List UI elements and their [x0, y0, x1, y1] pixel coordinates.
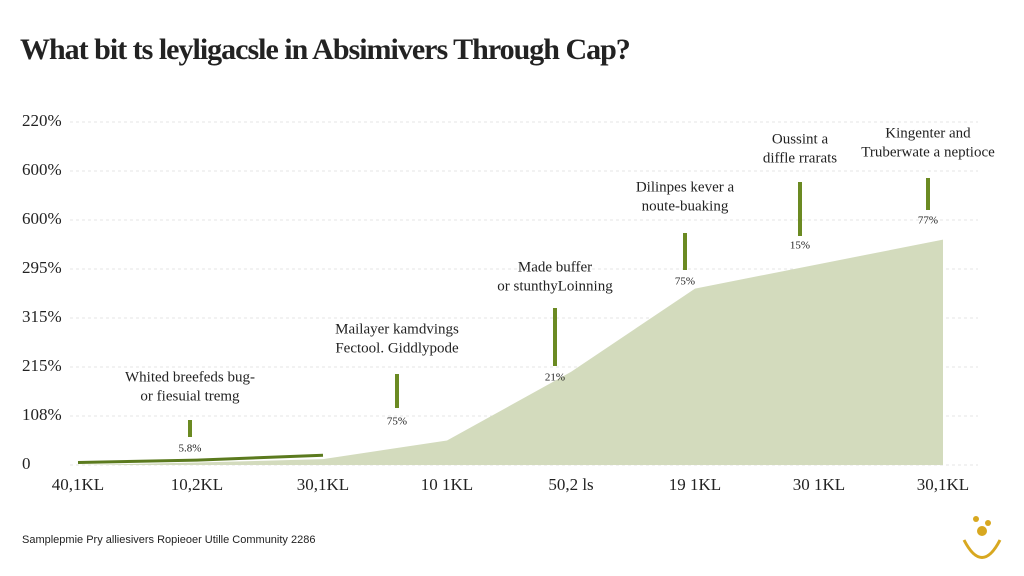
y-tick-label: 600% [22, 209, 62, 228]
annotation-text: Oussint a [772, 131, 829, 147]
x-tick-label: 30,1KL [917, 475, 969, 494]
annotation-text: Dilinpes kever a [636, 179, 735, 195]
annotation-text: Fectool. Giddlypode [335, 340, 459, 356]
x-tick-label: 30,1KL [297, 475, 349, 494]
annotation-text: Whited breefeds bug- [125, 369, 255, 385]
annotation-text: or fiesuial tremg [140, 388, 240, 404]
y-tick-label: 215% [22, 356, 62, 375]
area [78, 239, 943, 465]
annotation-text: Made buffer [518, 259, 592, 275]
x-tick-label: 10 1KL [421, 475, 473, 494]
x-tick-label: 10,2KL [171, 475, 223, 494]
annotation-label: 15% [790, 240, 810, 252]
y-tick-label: 220% [22, 111, 62, 130]
annotation-label: 5.8% [179, 443, 202, 455]
source: Samplepmie Pry alliesivers Ropieoer Util… [22, 534, 315, 546]
x-tick-label: 50,2 ls [548, 475, 593, 494]
y-tick-label: 295% [22, 258, 62, 277]
annotation-text: Mailayer kamdvings [335, 321, 459, 337]
chart-title: What bit ts leyligacsle in Absimivers Th… [20, 33, 630, 66]
annotation-label: 77% [918, 215, 938, 227]
annotation-text: Truberwate a neptioce [861, 144, 995, 160]
annotation-text: noute-buaking [642, 198, 729, 214]
annotation-text: diffle rrarats [763, 150, 837, 166]
y-tick-label: 0 [22, 454, 31, 473]
y-tick-label: 108% [22, 405, 62, 424]
x-tick-label: 30 1KL [793, 475, 845, 494]
annotation-text: or stunthyLoinning [497, 278, 613, 294]
logo [962, 516, 1002, 559]
annotation-label: 75% [387, 416, 407, 428]
y-tick-label: 600% [22, 160, 62, 179]
annotation-label: 75% [675, 276, 695, 288]
annotation-text: Kingenter and [885, 125, 971, 141]
annotation-label: 21% [545, 372, 565, 384]
x-tick-label: 40,1KL [52, 475, 104, 494]
y-tick-label: 315% [22, 307, 62, 326]
line [77, 453, 324, 465]
x-tick-label: 19 1KL [669, 475, 721, 494]
